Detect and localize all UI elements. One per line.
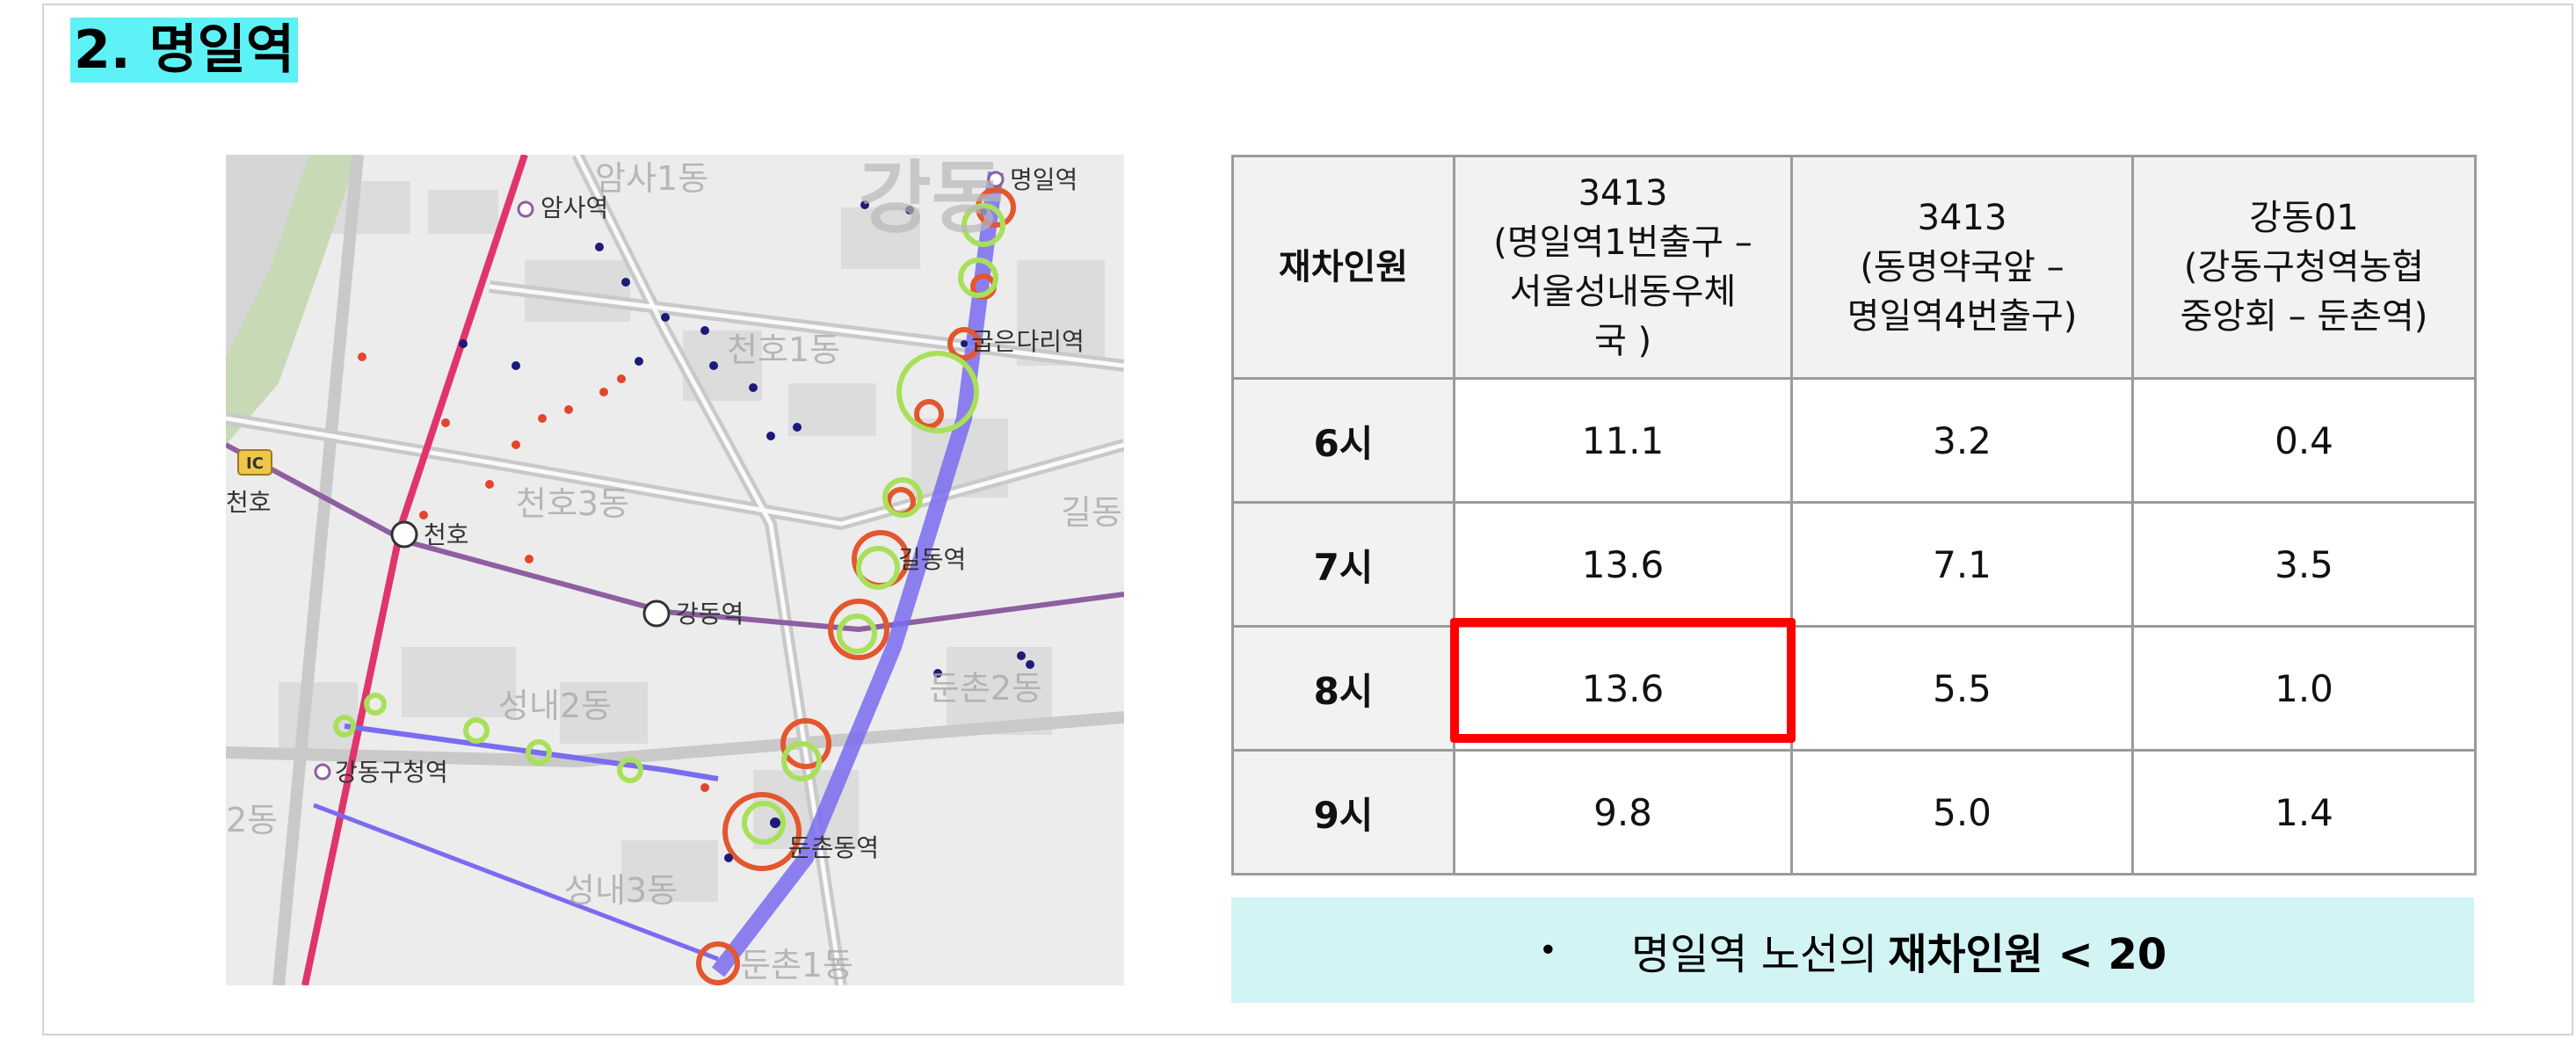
- table-cell: 1.0: [2131, 625, 2477, 752]
- map-label-gangdong-big: 강동: [859, 155, 1005, 244]
- map-label-cheonho: 천호: [424, 520, 469, 549]
- header-col1-line2: (명일역1번출구 –: [1493, 222, 1752, 263]
- table-cell: 9.8: [1453, 749, 1793, 876]
- header-col-gangdong01: 강동01 (강동구청역농협 중앙회 – 둔촌역): [2131, 155, 2477, 380]
- header-col-3413-b: 3413 (동명약국앞 – 명일역4번출구): [1790, 155, 2134, 380]
- ride-count-table: 재차인원 3413 (명일역1번출구 – 서울성내동우체 국 ) 3413 (동…: [1231, 155, 2477, 876]
- table-cell: 11.1: [1453, 377, 1793, 504]
- map-label-amsa: 암사역: [541, 193, 608, 222]
- ic-marker: IC: [246, 454, 264, 473]
- header-col2-line2: (동명약국앞 –: [1860, 247, 2064, 287]
- table-row: 6시 11.1 3.2 0.4: [1231, 377, 2477, 504]
- note-text-bold: 재차인원 < 20: [1888, 930, 2167, 979]
- map-label-dong-amsa1: 암사1동: [595, 159, 708, 198]
- row-hour-label: 8시: [1231, 625, 1455, 752]
- map-label-dong-dunchon1: 둔촌1동: [740, 946, 853, 985]
- map-label-gubeundari: 굽은다리역: [971, 327, 1085, 356]
- map-label-dunchon: 둔촌동역: [788, 833, 879, 862]
- header-col1-line1: 3413: [1578, 173, 1668, 214]
- map-label-dong-cheonho3: 천호3동: [516, 484, 629, 523]
- row-hour-label: 9시: [1231, 749, 1455, 876]
- map-label-dong-cheonho1: 천호1동: [727, 331, 840, 369]
- header-col1-line4: 국 ): [1593, 321, 1652, 361]
- header-col3-line3: 중앙회 – 둔촌역): [2180, 296, 2428, 337]
- table-cell: 5.0: [1790, 749, 2134, 876]
- table-header-row: 재차인원 3413 (명일역1번출구 – 서울성내동우체 국 ) 3413 (동…: [1231, 155, 2477, 380]
- map-label-gangdonggu-office: 강동구청역: [335, 758, 448, 787]
- summary-note: • 명일역 노선의 재차인원 < 20: [1231, 897, 2474, 1003]
- table-cell: 0.4: [2131, 377, 2477, 504]
- table-cell: 3.5: [2131, 501, 2477, 628]
- map-label-dong-gil: 길동: [1061, 493, 1122, 532]
- header-col1-line3: 서울성내동우체: [1509, 272, 1737, 312]
- table-cell: 5.5: [1790, 625, 2134, 752]
- header-col2-line1: 3413: [1917, 198, 2007, 238]
- map-label-gildong: 길동역: [898, 545, 966, 574]
- header-row-label: 재차인원: [1231, 155, 1455, 380]
- map-label-dong-seongnae2: 성내2동: [498, 687, 612, 725]
- header-col3-line2: (강동구청역농협: [2183, 247, 2425, 287]
- table-cell: 3.2: [1790, 377, 2134, 504]
- header-col3-line1: 강동01: [2249, 198, 2359, 238]
- row-hour-label: 7시: [1231, 501, 1455, 628]
- note-text-plain: 명일역 노선의: [1630, 930, 1878, 979]
- table-row: 7시 13.6 7.1 3.5: [1231, 501, 2477, 628]
- map-label-cheonho-left: 천호: [226, 488, 272, 517]
- header-col-3413-a: 3413 (명일역1번출구 – 서울성내동우체 국 ): [1453, 155, 1793, 380]
- map-label-dong-left: 2동: [226, 801, 278, 839]
- bullet-icon: •: [1538, 932, 1557, 969]
- section-title: 2. 명일역: [70, 18, 299, 83]
- highlight-box: [1450, 618, 1796, 743]
- map-label-myeongil: 명일역: [1010, 165, 1078, 194]
- table-row: 9시 9.8 5.0 1.4: [1231, 749, 2477, 876]
- map-label-dong-seongnae3: 성내3동: [564, 871, 678, 910]
- table-cell: 7.1: [1790, 501, 2134, 628]
- table-cell: 13.6: [1453, 501, 1793, 628]
- table-cell: 13.6: [1453, 625, 1793, 752]
- table-row: 8시 13.6 5.5 1.0: [1231, 625, 2477, 752]
- row-hour-label: 6시: [1231, 377, 1455, 504]
- table-cell: 1.4: [2131, 749, 2477, 876]
- map-label-dong-dunchon2: 둔촌2동: [929, 669, 1042, 708]
- map-label-gangdong: 강동역: [676, 599, 744, 628]
- route-map: IC 강동 암사1동 천호1동 천호3동 성내2동 성내3동 둔촌1동 길동 둔…: [226, 155, 1124, 985]
- header-col2-line3: 명일역4번출구): [1847, 296, 2078, 337]
